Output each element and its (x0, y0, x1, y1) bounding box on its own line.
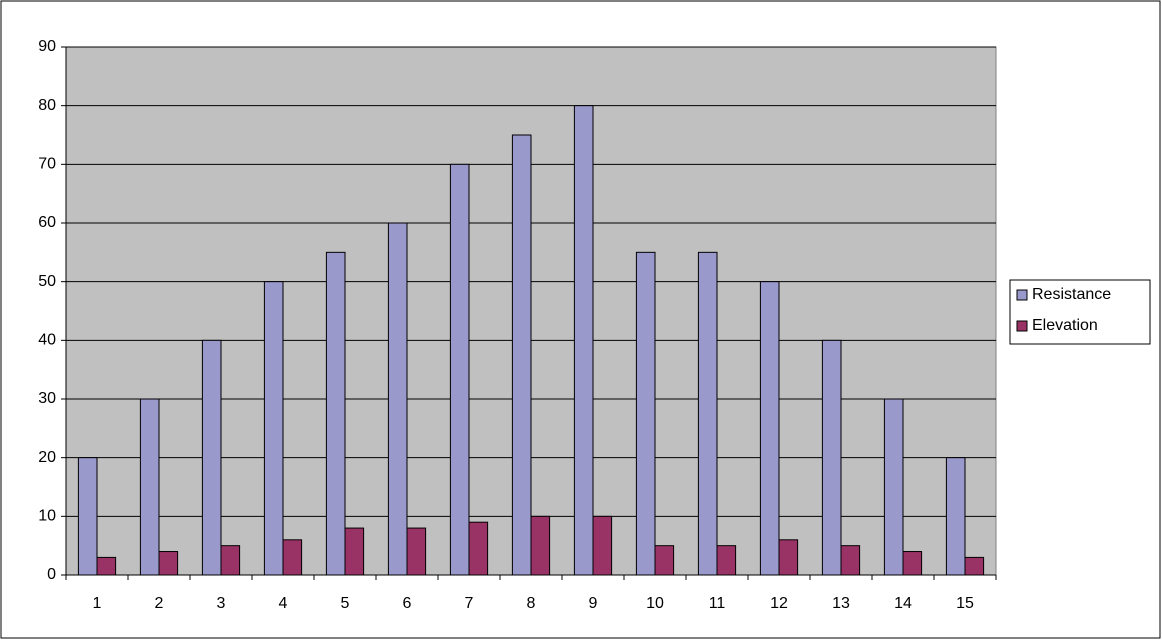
y-tick-label: 70 (38, 156, 56, 173)
y-tick-label: 0 (47, 566, 56, 583)
x-tick-label: 1 (93, 595, 102, 612)
x-tick-label: 14 (894, 595, 912, 612)
bar (716, 545, 737, 576)
x-tick-label: 10 (646, 595, 664, 612)
bar (573, 105, 594, 576)
x-tick-label: 12 (770, 595, 788, 612)
bar (139, 398, 160, 576)
bar (406, 527, 427, 576)
x-tick-label: 4 (279, 595, 288, 612)
legend-box (1009, 279, 1151, 345)
legend-swatch (1016, 320, 1028, 332)
bar (964, 556, 985, 576)
bar (449, 163, 470, 576)
bar (883, 398, 904, 576)
bar (468, 521, 489, 576)
bar (263, 281, 284, 576)
x-tick-label: 6 (403, 595, 412, 612)
bar (282, 539, 303, 576)
bar (821, 339, 842, 576)
y-tick-label: 10 (38, 508, 56, 525)
bar (530, 515, 551, 576)
y-tick-label: 40 (38, 332, 56, 349)
y-tick-label: 20 (38, 449, 56, 466)
y-tick-label: 80 (38, 97, 56, 114)
bar (592, 515, 613, 576)
x-tick-label: 9 (589, 595, 598, 612)
bar (840, 545, 861, 576)
legend-label: Elevation (1032, 317, 1098, 334)
bar (158, 551, 179, 576)
bar (220, 545, 241, 576)
x-tick-label: 2 (155, 595, 164, 612)
bar (902, 551, 923, 576)
x-tick-label: 15 (956, 595, 974, 612)
x-tick-label: 13 (832, 595, 850, 612)
bar (201, 339, 222, 576)
bar (654, 545, 675, 576)
bar (697, 251, 718, 576)
y-tick-label: 60 (38, 214, 56, 231)
y-tick-label: 30 (38, 390, 56, 407)
bar (96, 556, 117, 576)
x-tick-label: 7 (465, 595, 474, 612)
bar (759, 281, 780, 576)
bar (325, 251, 346, 576)
bar (635, 251, 656, 576)
bar (511, 134, 532, 576)
x-tick-label: 5 (341, 595, 350, 612)
bar (778, 539, 799, 576)
x-tick-label: 11 (709, 595, 726, 612)
x-tick-label: 8 (527, 595, 536, 612)
bar (344, 527, 365, 576)
legend-label: Resistance (1032, 286, 1111, 303)
bar (387, 222, 408, 576)
bar (77, 457, 98, 576)
legend-swatch (1016, 289, 1028, 301)
y-tick-label: 90 (38, 38, 56, 55)
x-tick-label: 3 (217, 595, 226, 612)
bar (945, 457, 966, 576)
y-tick-label: 50 (38, 273, 56, 290)
